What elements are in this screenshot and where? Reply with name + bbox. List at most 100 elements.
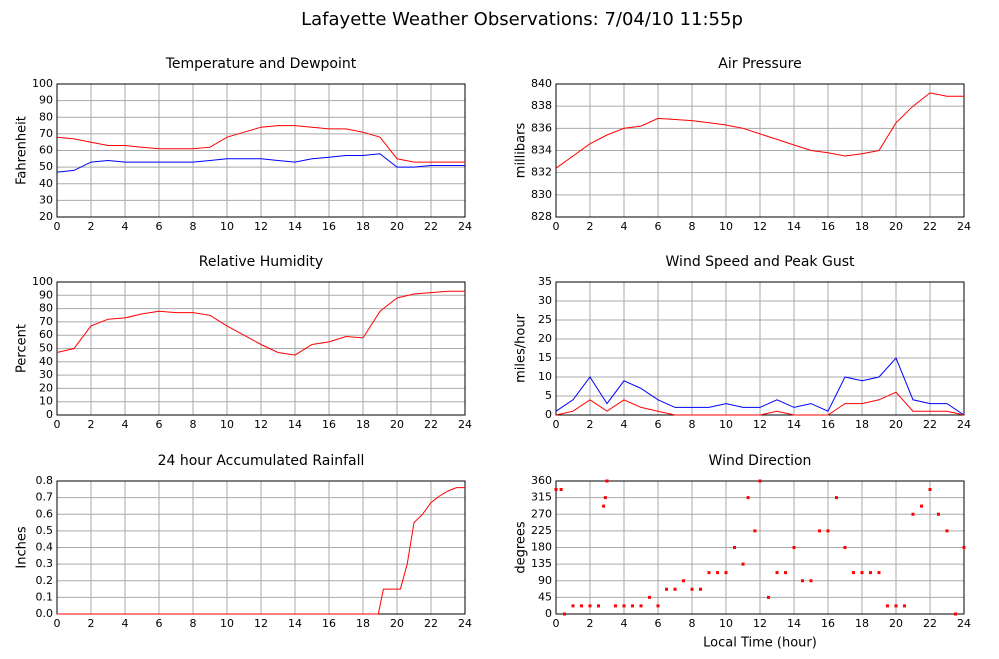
data-point <box>690 587 694 591</box>
x-tick-label: 18 <box>356 617 370 630</box>
data-point <box>962 546 966 549</box>
x-tick-label: 12 <box>254 617 268 630</box>
data-point <box>911 512 915 516</box>
x-tick-label: 0 <box>553 418 560 431</box>
x-tick-label: 8 <box>689 220 696 233</box>
y-axis-label: Percent <box>15 324 30 373</box>
data-point <box>852 571 855 575</box>
data-point <box>707 571 711 575</box>
data-line <box>555 92 964 169</box>
data-point <box>724 571 728 575</box>
y-tick-label: 20 <box>39 210 53 223</box>
x-tick-label: 14 <box>787 418 801 431</box>
x-tick-label: 6 <box>156 220 163 233</box>
x-tick-label: 2 <box>88 220 95 233</box>
y-tick-label: 50 <box>39 342 53 355</box>
y-tick-label: 30 <box>39 368 53 381</box>
data-point <box>894 604 898 608</box>
data-line <box>555 391 965 416</box>
x-tick-label: 22 <box>424 617 438 630</box>
y-tick-label: 100 <box>32 275 53 288</box>
y-tick-label: 0.5 <box>36 524 54 537</box>
data-point <box>753 529 757 533</box>
x-tick-label: 16 <box>322 617 336 630</box>
data-point <box>733 546 736 549</box>
y-tick-label: 828 <box>531 210 552 223</box>
y-tick-label: 270 <box>531 507 552 520</box>
x-tick-label: 2 <box>587 220 594 233</box>
y-tick-label: 0.1 <box>36 590 54 603</box>
x-tick-label: 18 <box>356 418 370 431</box>
data-point <box>869 571 872 575</box>
y-tick-label: 100 <box>32 77 53 90</box>
data-point <box>597 604 600 608</box>
y-tick-label: 40 <box>39 355 53 368</box>
y-axis-label: Inches <box>15 526 30 568</box>
data-point <box>605 479 609 483</box>
x-tick-label: 12 <box>753 617 767 630</box>
x-tick-label: 14 <box>288 220 302 233</box>
x-tick-label: 6 <box>655 617 662 630</box>
panel-title: Relative Humidity <box>199 254 323 270</box>
x-tick-label: 12 <box>753 220 767 233</box>
x-tick-label: 22 <box>923 418 937 431</box>
y-tick-label: 135 <box>531 557 552 570</box>
x-tick-label: 24 <box>957 418 971 431</box>
panel-title: Air Pressure <box>718 56 801 72</box>
x-tick-label: 0 <box>54 220 61 233</box>
data-point <box>588 604 592 608</box>
y-tick-label: 15 <box>538 351 552 364</box>
x-tick-label: 2 <box>88 418 95 431</box>
y-tick-label: 60 <box>39 328 53 341</box>
x-tick-label: 20 <box>390 220 404 233</box>
x-tick-label: 6 <box>655 220 662 233</box>
x-tick-label: 18 <box>855 418 869 431</box>
y-tick-label: 60 <box>39 144 53 157</box>
data-point <box>903 604 906 608</box>
page-title: Lafayette Weather Observations: 7/04/10 … <box>301 9 743 30</box>
x-tick-label: 12 <box>254 220 268 233</box>
x-tick-label: 4 <box>122 617 129 630</box>
x-tick-label: 0 <box>54 418 61 431</box>
y-tick-label: 35 <box>538 275 552 288</box>
data-point <box>614 604 617 608</box>
x-tick-label: 8 <box>190 617 197 630</box>
y-tick-label: 80 <box>39 110 53 123</box>
x-tick-label: 4 <box>621 617 628 630</box>
x-tick-label: 22 <box>424 220 438 233</box>
x-tick-label: 6 <box>156 617 163 630</box>
data-point <box>665 587 668 591</box>
data-point <box>801 579 804 583</box>
x-tick-label: 20 <box>889 418 903 431</box>
x-tick-label: 10 <box>220 220 234 233</box>
x-tick-label: 16 <box>821 220 835 233</box>
data-point <box>792 546 796 549</box>
data-point <box>928 487 932 491</box>
y-axis-label: degrees <box>514 521 529 574</box>
y-tick-label: 70 <box>39 127 53 140</box>
y-tick-label: 838 <box>531 99 552 112</box>
data-point <box>563 612 566 616</box>
data-point <box>826 529 830 533</box>
x-tick-label: 18 <box>855 617 869 630</box>
data-point <box>673 587 677 591</box>
y-tick-label: 10 <box>538 370 552 383</box>
data-line <box>56 125 465 163</box>
data-point <box>767 595 770 599</box>
x-tick-label: 14 <box>787 617 801 630</box>
data-point <box>945 529 949 533</box>
y-tick-label: 0.0 <box>36 607 54 620</box>
y-tick-label: 10 <box>39 395 53 408</box>
y-tick-label: 832 <box>531 166 552 179</box>
y-tick-label: 0 <box>545 607 552 620</box>
data-point <box>835 496 838 500</box>
x-tick-label: 10 <box>719 220 733 233</box>
x-tick-label: 0 <box>553 617 560 630</box>
x-tick-label: 14 <box>288 418 302 431</box>
data-point <box>746 496 750 500</box>
data-point <box>920 504 923 508</box>
x-tick-label: 0 <box>54 617 61 630</box>
data-point <box>784 571 787 575</box>
data-point <box>716 571 719 575</box>
